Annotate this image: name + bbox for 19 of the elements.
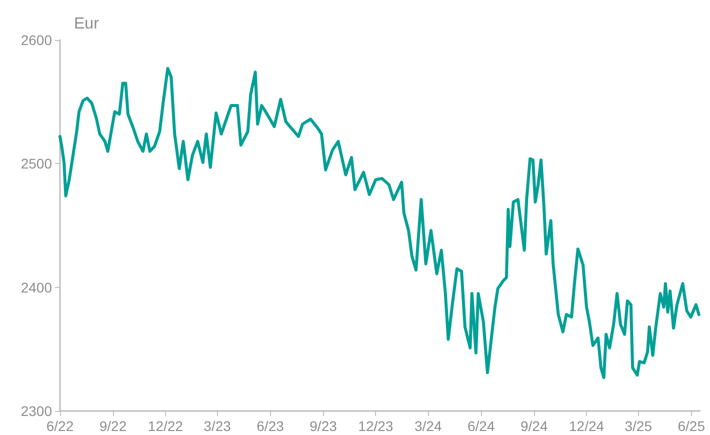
x-tick-label: 9/23 bbox=[310, 418, 338, 434]
x-tick-label: 12/22 bbox=[148, 418, 184, 434]
y-tick-label: 2500 bbox=[20, 156, 52, 172]
y-tick-label: 2600 bbox=[20, 32, 52, 48]
x-tick-label: 3/25 bbox=[624, 418, 652, 434]
x-tick-label: 6/25 bbox=[678, 418, 706, 434]
y-tick-label: 2400 bbox=[20, 279, 52, 296]
x-tick-label: 3/24 bbox=[414, 418, 442, 434]
x-tick-label: 12/23 bbox=[358, 418, 394, 434]
x-tick-label: 9/22 bbox=[99, 418, 127, 434]
line-series bbox=[58, 66, 700, 380]
x-tick-label: 6/22 bbox=[46, 418, 74, 434]
y-axis-title: Eur bbox=[74, 16, 100, 32]
x-tick-label: 6/24 bbox=[467, 418, 495, 434]
x-tick-label: 9/24 bbox=[520, 418, 548, 434]
y-tick-label: 2300 bbox=[20, 403, 52, 419]
x-tick-label: 3/23 bbox=[204, 418, 232, 434]
x-tick-label: 12/24 bbox=[569, 418, 604, 434]
x-tick-label: 6/23 bbox=[256, 418, 284, 434]
